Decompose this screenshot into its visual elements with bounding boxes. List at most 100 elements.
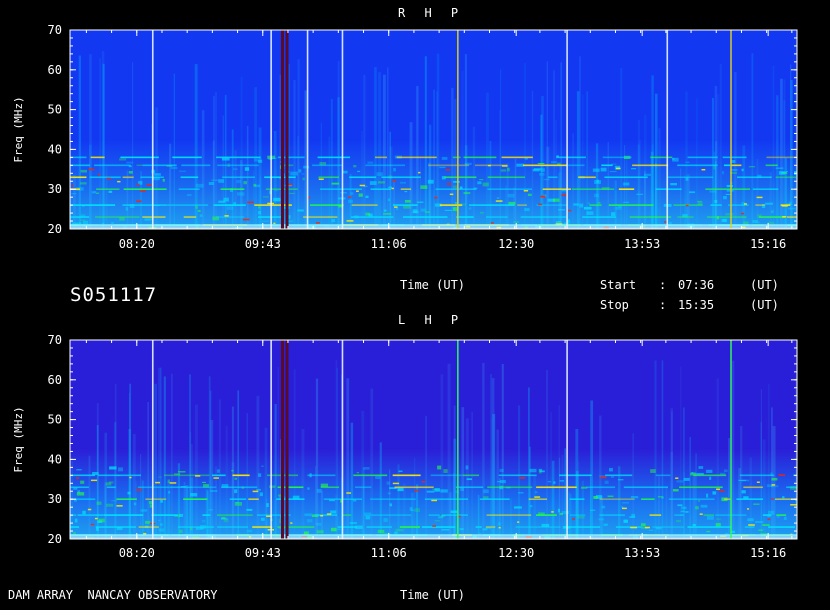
lhp-bottom-edge-band bbox=[70, 536, 797, 539]
lhp-hot-spot bbox=[169, 482, 177, 484]
rhp-hot-spot bbox=[446, 183, 452, 185]
lhp-vertical-line bbox=[341, 340, 344, 539]
rhp-emission-patch bbox=[597, 202, 601, 204]
lhp-hot-spot bbox=[767, 518, 771, 521]
rhp-emission-patch bbox=[358, 193, 363, 197]
lhp-emission-patch bbox=[266, 503, 269, 508]
rhp-xtick-label: 15:16 bbox=[750, 237, 786, 251]
rhp-emission-patch bbox=[587, 202, 590, 204]
rhp-emission-patch bbox=[561, 189, 567, 192]
rhp-emission-patch bbox=[211, 179, 219, 182]
rhp-emission-patch bbox=[136, 164, 143, 166]
lhp-burst-streak bbox=[600, 495, 604, 539]
rhp-emission-patch bbox=[748, 166, 756, 168]
rhp-burst-streak bbox=[560, 62, 562, 229]
lhp-emission-patch bbox=[483, 489, 489, 494]
lhp-xtick-label: 11:06 bbox=[371, 546, 407, 560]
rhp-emission-band bbox=[351, 216, 394, 218]
rhp-emission-band bbox=[89, 176, 121, 179]
rhp-emission-band bbox=[501, 156, 533, 159]
rhp-emission-patch bbox=[138, 181, 143, 185]
lhp-burst-streak bbox=[158, 367, 160, 539]
rhp-emission-patch bbox=[111, 222, 114, 224]
rhp-emission-band bbox=[309, 204, 344, 206]
rhp-burst-streak bbox=[363, 74, 366, 229]
rhp-burst-streak bbox=[651, 75, 654, 229]
rhp-hot-spot bbox=[418, 171, 421, 174]
rhp-emission-patch bbox=[195, 205, 198, 209]
lhp-emission-patch bbox=[438, 516, 444, 519]
lhp-xtick-label: 12:30 bbox=[498, 546, 534, 560]
lhp-emission-patch bbox=[755, 521, 763, 523]
rhp-burst-streak bbox=[769, 171, 772, 229]
lhp-emission-band bbox=[674, 514, 684, 516]
rhp-hot-spot bbox=[136, 200, 142, 203]
rhp-emission-patch bbox=[725, 212, 734, 216]
lhp-emission-patch bbox=[167, 479, 170, 484]
lhp-emission-band bbox=[569, 514, 586, 516]
lhp-emission-patch bbox=[776, 514, 780, 518]
lhp-burst-streak bbox=[231, 406, 234, 539]
rhp-emission-patch bbox=[229, 188, 234, 192]
rhp-emission-patch bbox=[80, 214, 86, 217]
lhp-hot-spot bbox=[76, 477, 80, 479]
lhp-emission-patch bbox=[364, 512, 371, 516]
rhp-emission-band bbox=[264, 176, 296, 179]
lhp-burst-streak bbox=[379, 442, 382, 539]
rhp-emission-patch bbox=[473, 187, 478, 190]
lhp-emission-band bbox=[649, 514, 662, 516]
lhp-burst-streak bbox=[279, 439, 282, 539]
lhp-emission-band bbox=[485, 526, 496, 528]
rhp-burst-streak bbox=[383, 74, 386, 229]
rhp-burst-streak bbox=[304, 90, 308, 229]
rhp-burst-streak bbox=[409, 122, 413, 229]
rhp-emission-patch bbox=[441, 176, 446, 180]
lhp-burst-streak bbox=[140, 454, 142, 539]
lhp-burst-streak bbox=[147, 401, 149, 539]
lhp-hot-spot bbox=[519, 477, 526, 479]
lhp-burst-streak bbox=[225, 425, 228, 539]
lhp-emission-patch bbox=[534, 491, 538, 494]
lhp-emission-patch bbox=[434, 488, 441, 492]
rhp-burst-streak bbox=[795, 82, 797, 229]
rhp-data-gap bbox=[285, 30, 289, 229]
lhp-emission-patch bbox=[109, 466, 117, 470]
lhp-hot-spot bbox=[498, 526, 501, 529]
rhp-emission-patch bbox=[365, 195, 369, 198]
lhp-burst-streak bbox=[403, 483, 406, 539]
rhp-emission-patch bbox=[80, 182, 87, 185]
rhp-emission-patch bbox=[274, 190, 279, 192]
rhp-emission-patch bbox=[365, 212, 370, 216]
rhp-burst-streak bbox=[513, 187, 516, 229]
lhp-emission-band bbox=[586, 486, 616, 489]
rhp-emission-patch bbox=[583, 206, 592, 210]
rhp-burst-streak bbox=[105, 166, 108, 229]
rhp-xtick-label: 13:53 bbox=[624, 237, 660, 251]
lhp-burst-streak bbox=[159, 367, 162, 539]
lhp-burst-streak bbox=[218, 399, 221, 539]
rhp-emission-patch bbox=[186, 194, 192, 196]
lhp-emission-patch bbox=[231, 469, 234, 472]
lhp-emission-patch bbox=[539, 470, 545, 473]
lhp-burst-streak bbox=[163, 376, 166, 539]
rhp-emission-band bbox=[216, 216, 245, 218]
lhp-emission-patch bbox=[738, 479, 746, 482]
rhp-burst-streak bbox=[783, 79, 786, 229]
lhp-hot-spot bbox=[155, 481, 161, 484]
rhp-emission-patch bbox=[594, 180, 602, 184]
rhp-emission-band bbox=[536, 204, 567, 206]
lhp-emission-patch bbox=[386, 481, 390, 485]
lhp-emission-patch bbox=[210, 490, 218, 492]
rhp-emission-patch bbox=[507, 167, 510, 172]
lhp-emission-patch bbox=[77, 490, 81, 494]
lhp-emission-patch bbox=[443, 469, 448, 473]
rhp-yaxis-label: Freq (MHz) bbox=[12, 96, 25, 162]
rhp-emission-patch bbox=[395, 206, 399, 211]
lhp-burst-streak bbox=[346, 378, 350, 539]
lhp-burst-streak bbox=[518, 405, 521, 539]
lhp-burst-streak bbox=[477, 495, 480, 539]
rhp-burst-streak bbox=[337, 61, 340, 229]
rhp-emission-patch bbox=[119, 216, 125, 221]
rhp-burst-streak bbox=[378, 72, 381, 229]
rhp-emission-band bbox=[96, 188, 120, 190]
